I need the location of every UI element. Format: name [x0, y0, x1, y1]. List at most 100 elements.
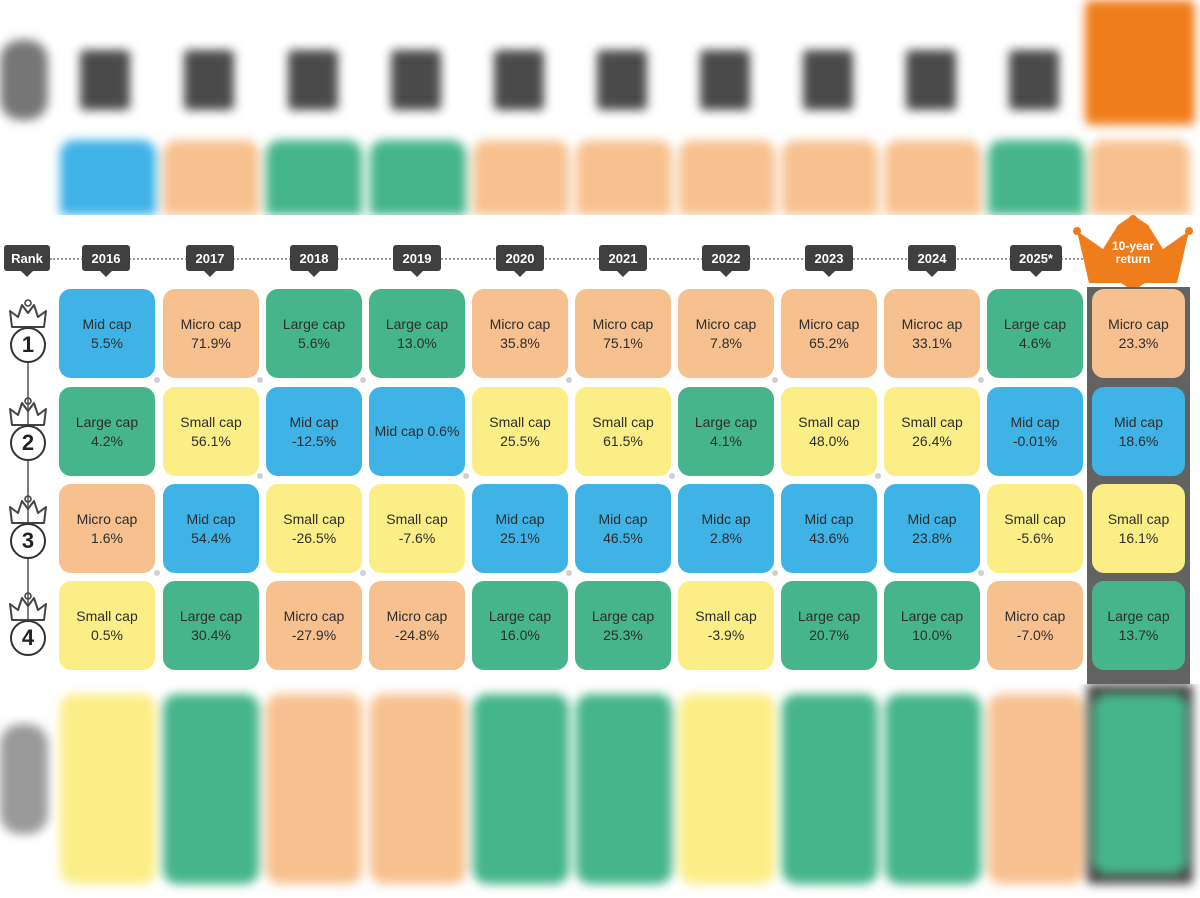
rank-3-badge: 3: [6, 495, 50, 567]
cell-rank2-2019: Mid cap 0.6%: [369, 387, 465, 476]
cell-value: 54.4%: [191, 529, 231, 546]
cell-label: Micro cap: [592, 315, 654, 332]
cell-value: 5.5%: [91, 334, 123, 351]
cell-rank3-2016: Micro cap 1.6%: [59, 484, 155, 573]
cell-label: Small cap: [1004, 510, 1066, 527]
returns-ranking-table: Rank 2016 2017 2018 2019 2020 2021 2022 …: [0, 215, 1200, 684]
grid-dot: [154, 570, 160, 576]
cell-value: 61.5%: [603, 432, 643, 449]
cell-value: 25.5%: [500, 432, 540, 449]
cell-rank3-2020: Mid cap 25.1%: [472, 484, 568, 573]
crown-icon: [1073, 215, 1193, 297]
cell-rank2-2023: Small cap 48.0%: [781, 387, 877, 476]
cell-rank1-2023: Micro cap 65.2%: [781, 289, 877, 378]
cell-label: Micro cap: [489, 315, 551, 332]
cell-label: Mid cap: [1010, 413, 1060, 430]
cell-value: 13.0%: [397, 334, 437, 351]
cell-label: Large cap: [1107, 607, 1170, 624]
cell-value: -24.8%: [394, 626, 440, 643]
rank-4-badge: 4: [6, 592, 50, 664]
cell-rank4-2023: Large cap 20.7%: [781, 581, 877, 670]
cell-value: 30.4%: [191, 626, 231, 643]
cell-rank4-2018: Micro cap -27.9%: [266, 581, 362, 670]
cell-label: Micro cap: [695, 315, 757, 332]
grid-dot: [154, 377, 160, 383]
cell-label: Micro cap: [76, 510, 138, 527]
cell-value: 5.6%: [298, 334, 330, 351]
cell-value: 23.8%: [912, 529, 952, 546]
cell-label: Large cap: [488, 607, 552, 624]
cell-value: 10.0%: [912, 626, 952, 643]
cell-rank2-2024: Small cap 26.4%: [884, 387, 980, 476]
cell-rank1-2020: Micro cap 35.8%: [472, 289, 568, 378]
cell-rank3-10yr: Small cap 16.1%: [1092, 484, 1185, 573]
cell-value: 20.7%: [809, 626, 849, 643]
grid-dot: [772, 570, 778, 576]
cell-label: Micro cap: [180, 315, 242, 332]
cell-label: Large cap: [1003, 315, 1067, 332]
cell-rank4-2025: Micro cap -7.0%: [987, 581, 1083, 670]
cell-rank4-2017: Large cap 30.4%: [163, 581, 259, 670]
cell-value: 56.1%: [191, 432, 231, 449]
grid-dot: [772, 377, 778, 383]
cell-value: 65.2%: [809, 334, 849, 351]
rank-crown-icon: [9, 397, 47, 426]
cell-label: Micro cap: [386, 607, 448, 624]
cell-value: 75.1%: [603, 334, 643, 351]
cell-value: 4.1%: [710, 432, 742, 449]
blurred-bottom-band: [0, 684, 1200, 898]
cell-rank2-2022: Large cap 4.1%: [678, 387, 774, 476]
cell-value: -7.6%: [398, 529, 436, 546]
cell-label: Micro cap: [1004, 607, 1066, 624]
cell-rank1-2025: Large cap 4.6%: [987, 289, 1083, 378]
blurred-top-band: [0, 0, 1200, 215]
cell-label: Large cap: [797, 607, 861, 624]
cell-rank2-2016: Large cap 4.2%: [59, 387, 155, 476]
cell-label: Large cap: [179, 607, 243, 624]
grid-dot: [669, 473, 675, 479]
cell-label: Mid cap: [289, 413, 339, 430]
cell-value: -12.5%: [291, 432, 337, 449]
cell-label: Microc ap: [901, 315, 963, 332]
grid-dot: [566, 377, 572, 383]
cell-value: 48.0%: [809, 432, 849, 449]
rank-1-badge: 1: [6, 299, 50, 371]
cell-label: Small cap: [1107, 510, 1170, 527]
cell-rank4-2022: Small cap -3.9%: [678, 581, 774, 670]
cell-label: Small cap: [283, 510, 345, 527]
cell-value: 43.6%: [809, 529, 849, 546]
cell-label: Mid cap: [598, 510, 648, 527]
cell-label: Micro cap: [798, 315, 860, 332]
cell-value: 7.8%: [710, 334, 742, 351]
cell-rank3-2024: Mid cap 23.8%: [884, 484, 980, 573]
year-2022: 2022: [702, 245, 750, 277]
cell-value: -5.6%: [1016, 529, 1054, 546]
cell-label: Mid cap: [804, 510, 854, 527]
grid-dot: [978, 570, 984, 576]
cell-value: 25.3%: [603, 626, 643, 643]
cell-value: 46.5%: [603, 529, 643, 546]
cell-label: Mid cap: [495, 510, 545, 527]
cell-label: Small cap: [695, 607, 757, 624]
rank-connector-line: [27, 338, 29, 646]
cell-rank1-2016: Mid cap 5.5%: [59, 289, 155, 378]
cell-value: 16.0%: [500, 626, 540, 643]
grid-dot: [257, 473, 263, 479]
cell-value: 25.1%: [500, 529, 540, 546]
cell-label: Mid cap: [907, 510, 957, 527]
cell-rank2-2020: Small cap 25.5%: [472, 387, 568, 476]
year-2016: 2016: [82, 245, 130, 277]
cell-rank1-10yr: Micro cap 23.3%: [1092, 289, 1185, 378]
cell-label: Small cap: [180, 413, 242, 430]
cell-rank1-2019: Large cap 13.0%: [369, 289, 465, 378]
cell-value: 18.6%: [1118, 432, 1159, 449]
header-dotted-line: [50, 258, 1090, 260]
cell-rank1-2022: Micro cap 7.8%: [678, 289, 774, 378]
rank-crown-icon: [9, 495, 47, 524]
grid-dot: [463, 473, 469, 479]
cell-label: Mid cap: [82, 315, 132, 332]
cell-rank4-10yr: Large cap 13.7%: [1092, 581, 1185, 670]
grid-dot: [978, 377, 984, 383]
cell-rank3-2017: Mid cap 54.4%: [163, 484, 259, 573]
cell-label: Large cap: [385, 315, 449, 332]
